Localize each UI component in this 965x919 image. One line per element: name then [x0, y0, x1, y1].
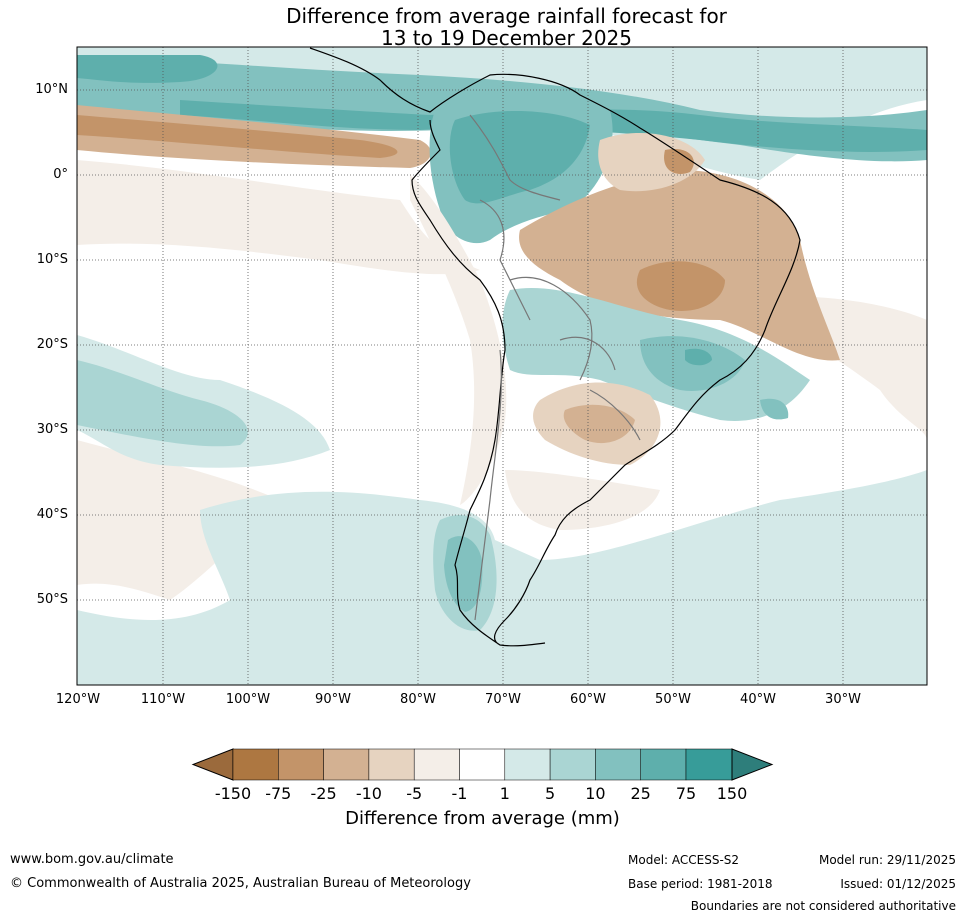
colorbar-label: -5: [406, 784, 423, 803]
field-wetter-pacific-west-core: [77, 360, 248, 447]
lon-label-70w: 70°W: [485, 692, 521, 707]
lat-label-10n: 10°N: [35, 82, 68, 97]
colorbar-label: 25: [630, 784, 651, 803]
colorbar-label: 75: [675, 784, 697, 803]
field-drier-uruguay-core: [563, 404, 635, 444]
issued-date: Issued: 01/12/2025: [840, 877, 956, 891]
border-bolivia: [509, 276, 593, 381]
lat-label-30s: 30°S: [36, 422, 68, 437]
colorbar-bin-4: [368, 748, 415, 781]
lat-label-40s: 40°S: [36, 507, 68, 522]
colorbar-bin-6: [459, 748, 506, 781]
colorbar: [191, 748, 774, 781]
copyright: © Commonwealth of Australia 2025, Austra…: [10, 876, 471, 891]
boundaries-disclaimer: Boundaries are not considered authoritat…: [690, 899, 956, 913]
colorbar-title: Difference from average (mm): [345, 808, 620, 829]
model-name: Model: ACCESS-S2: [628, 853, 740, 867]
border-colombia-venezuela: [469, 114, 561, 201]
lon-label-100w: 100°W: [225, 692, 271, 707]
colorbar-label: 150: [716, 784, 748, 803]
lon-label-30w: 30°W: [825, 692, 861, 707]
field-wetter-colombia-core: [449, 110, 590, 204]
colorbar-bin-5: [413, 748, 460, 781]
field-drier-brazil-core: [636, 261, 725, 311]
colorbar-label: 5: [545, 784, 556, 803]
south-america-coastline: [309, 47, 801, 647]
model-run: Model run: 29/11/2025: [818, 853, 956, 867]
border-argentina-chile: [474, 349, 502, 621]
colorbar-bin-1: [232, 748, 279, 781]
map-frame: [76, 46, 928, 686]
colorbar-bin-9: [595, 748, 641, 781]
lon-label-110w: 110°W: [140, 692, 186, 707]
lat-label-0: 0°: [53, 167, 68, 182]
colorbar-label: -10: [355, 784, 382, 803]
lat-label-50s: 50°S: [36, 592, 68, 607]
chart-title-line-2: 13 to 19 December 2025: [380, 26, 632, 50]
field-drier-pacific-south: [77, 440, 280, 600]
colorbar-high-arrow: [731, 748, 774, 781]
field-wetter-caribbean-core: [77, 55, 218, 83]
colorbar-label: -150: [214, 784, 252, 803]
field-wetter-atlantic-bar: [760, 398, 789, 420]
colorbar-bin-3: [323, 748, 370, 781]
website-link[interactable]: www.bom.gov.au/climate: [10, 852, 174, 867]
field-drier-eastern-pacific-core: [77, 115, 398, 158]
colorbar-bin-10: [640, 748, 687, 781]
lon-label-120w: 120°W: [55, 692, 101, 707]
base-period: Base period: 1981-2018: [628, 877, 773, 891]
field-drier-andes: [410, 175, 507, 505]
colorbar-label: -75: [265, 784, 292, 803]
lon-label-90w: 90°W: [315, 692, 351, 707]
border-uruguay: [589, 389, 641, 441]
lat-label-10s: 10°S: [36, 252, 68, 267]
country-borders: [469, 114, 641, 621]
lon-label-80w: 80°W: [400, 692, 436, 707]
colorbar-bin-7: [504, 748, 551, 781]
field-drier-patagonia: [505, 470, 660, 530]
map-field: [77, 47, 927, 685]
field-drier-atlantic: [720, 296, 927, 440]
lat-label-20s: 20°S: [36, 337, 68, 352]
lon-label-40w: 40°W: [740, 692, 776, 707]
colorbar-low-arrow: [191, 748, 234, 781]
field-wetter-southern-ocean: [77, 470, 927, 685]
colorbar-label: -1: [451, 784, 468, 803]
border-paraguay: [559, 336, 616, 371]
colorbar-label: 1: [499, 784, 510, 803]
colorbar-label: -25: [310, 784, 337, 803]
field-drier-guianas: [598, 132, 705, 192]
field-wetter-southern-chile-core: [444, 536, 483, 612]
chart-title-line-1: Difference from average rainfall forecas…: [286, 4, 727, 28]
field-drier-guianas-core: [664, 149, 694, 174]
colorbar-label: 10: [585, 784, 606, 803]
colorbar-bin-2: [278, 748, 324, 781]
border-peru-brazil: [479, 199, 531, 321]
field-drier-pacific-north: [77, 160, 480, 275]
graticule: [77, 47, 927, 685]
field-wetter-se-brazil-peak: [685, 348, 712, 366]
lon-label-60w: 60°W: [570, 692, 606, 707]
lon-label-50w: 50°W: [655, 692, 691, 707]
colorbar-bin-8: [549, 748, 596, 781]
colorbar-bin-11: [685, 748, 733, 781]
